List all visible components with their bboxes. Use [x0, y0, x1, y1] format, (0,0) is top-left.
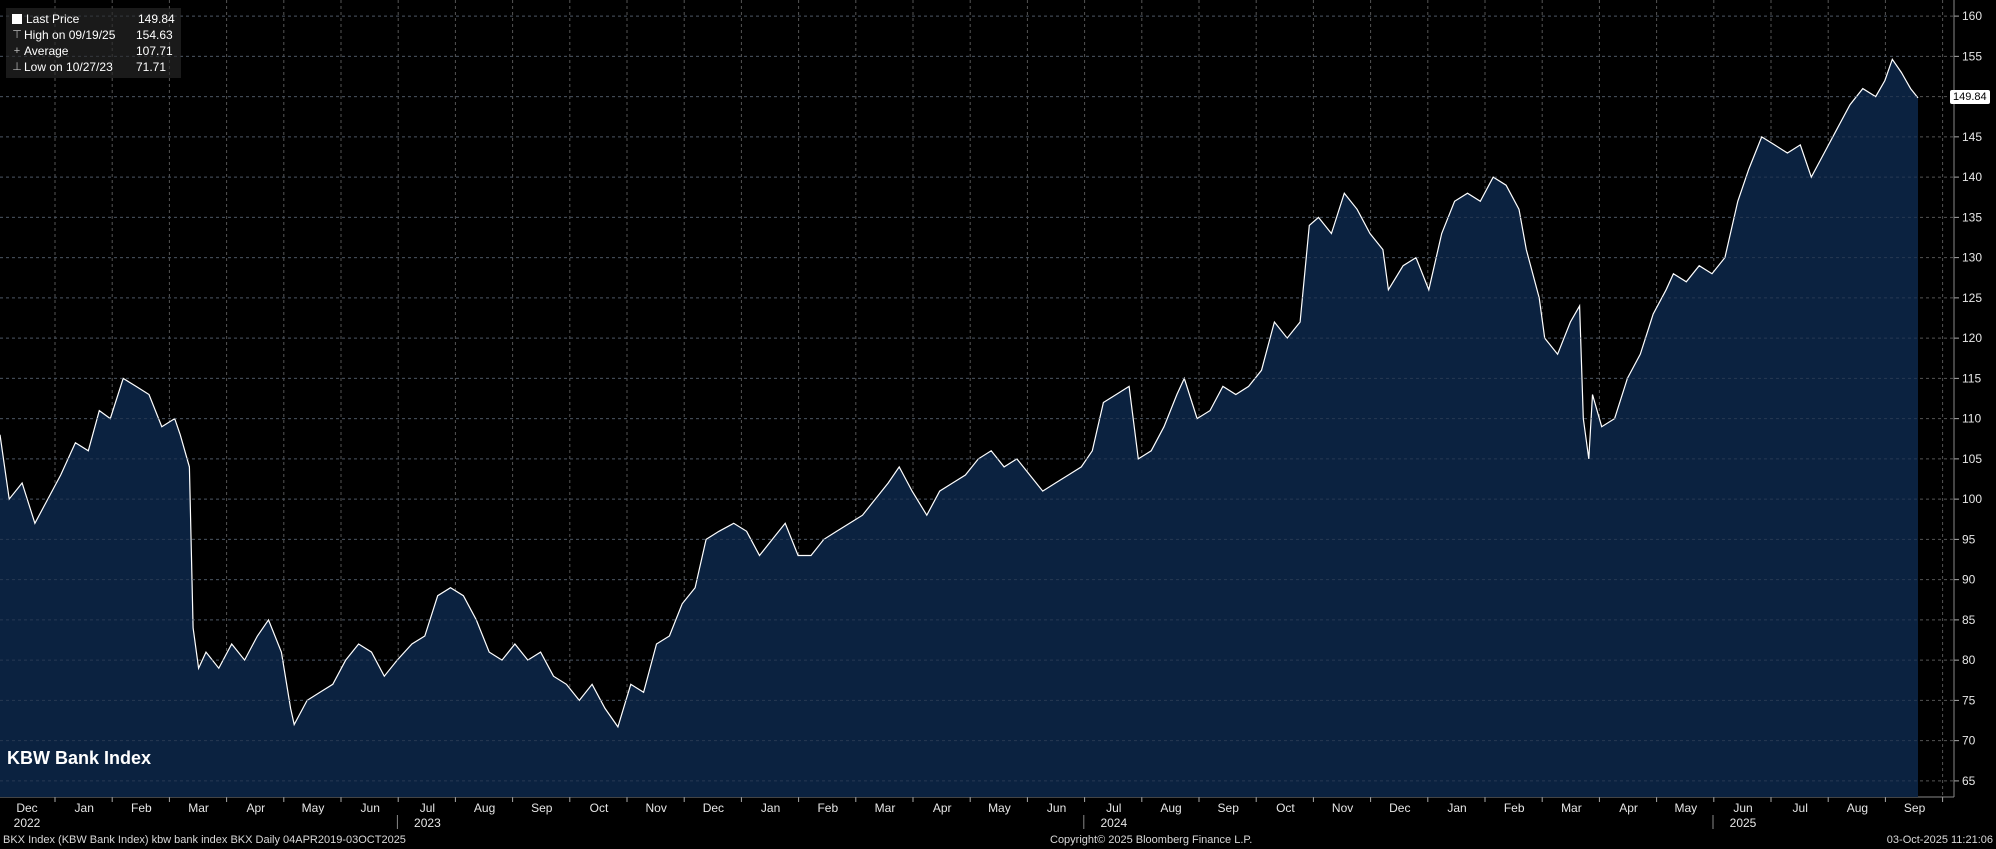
x-tick-label: May	[302, 801, 325, 815]
average-marker-icon: +	[13, 45, 21, 57]
legend-item-high: ⊤ High on 09/19/25 154.63	[10, 27, 175, 43]
y-tick-label: 90	[1962, 573, 1976, 587]
x-tick-label: Feb	[1504, 801, 1525, 815]
series-line-last-price	[0, 57, 1919, 729]
x-tick-label: Dec	[703, 801, 724, 815]
y-tick-label: 100	[1962, 492, 1982, 506]
x-tick-label: Apr	[246, 801, 265, 815]
x-tick-label: Jun	[361, 801, 380, 815]
y-tick-label: 75	[1962, 693, 1976, 707]
footer-copyright: Copyright© 2025 Bloomberg Finance L.P.	[1050, 834, 1253, 846]
legend-value: 149.84	[138, 12, 175, 26]
x-tick-label: Jan	[761, 801, 780, 815]
y-tick-label: 140	[1962, 170, 1982, 184]
legend-item-average: + Average 107.71	[10, 43, 175, 59]
legend-value: 154.63	[136, 28, 173, 42]
x-tick-label: May	[988, 801, 1011, 815]
x-tick-label: Jun	[1047, 801, 1066, 815]
high-marker-icon: ⊤	[12, 29, 22, 41]
y-tick-label: 125	[1962, 291, 1982, 305]
year-label: 2023	[414, 816, 441, 830]
x-tick-label: Mar	[875, 801, 896, 815]
legend-value: 107.71	[136, 44, 173, 58]
legend-value: 71.71	[136, 60, 167, 74]
y-tick-label: 145	[1962, 130, 1982, 144]
footer-timestamp: 03-Oct-2025 11:21:06	[1886, 834, 1993, 846]
x-tick-label: Dec	[16, 801, 37, 815]
x-tick-label: Mar	[1561, 801, 1582, 815]
x-tick-label: Aug	[1160, 801, 1181, 815]
y-tick-label: 95	[1962, 532, 1976, 546]
x-tick-label: Oct	[1276, 801, 1295, 815]
year-label: 2022	[14, 816, 41, 830]
y-tick-label: 120	[1962, 331, 1982, 345]
y-tick-label: 65	[1962, 774, 1976, 788]
legend-label: High on 09/19/25	[24, 28, 116, 42]
x-tick-label: Sep	[1904, 801, 1926, 815]
series-title: KBW Bank Index	[7, 748, 152, 768]
y-tick-label: 155	[1962, 49, 1982, 63]
x-tick-label: Jul	[1106, 801, 1121, 815]
x-tick-label: Sep	[531, 801, 553, 815]
y-tick-label: 70	[1962, 734, 1976, 748]
y-tick-label: 115	[1962, 371, 1981, 385]
x-tick-label: Aug	[1847, 801, 1868, 815]
y-tick-label: 160	[1962, 9, 1982, 23]
legend-label: Average	[24, 44, 69, 58]
x-tick-label: Sep	[1218, 801, 1240, 815]
year-label: 2025	[1730, 816, 1757, 830]
low-marker-icon: ⊥	[12, 61, 22, 73]
legend-label: Last Price	[26, 12, 80, 26]
x-tick-label: Aug	[474, 801, 495, 815]
y-tick-label: 80	[1962, 653, 1976, 667]
y-tick-label: 110	[1962, 412, 1981, 426]
x-tick-label: Oct	[590, 801, 609, 815]
x-tick-label: Nov	[646, 801, 667, 815]
x-tick-label: Dec	[1389, 801, 1410, 815]
x-tick-label: Jul	[1793, 801, 1808, 815]
legend-label: Low on 10/27/23	[24, 60, 113, 74]
legend: Last Price 149.84 ⊤ High on 09/19/25 154…	[6, 8, 181, 78]
y-tick-label: 130	[1962, 251, 1982, 265]
x-tick-label: Jul	[420, 801, 435, 815]
x-tick-label: Apr	[1619, 801, 1638, 815]
legend-item-low: ⊥ Low on 10/27/23 71.71	[10, 59, 175, 75]
y-tick-label: 85	[1962, 613, 1976, 627]
x-tick-label: Feb	[817, 801, 838, 815]
x-tick-label: Jan	[75, 801, 94, 815]
x-tick-label: Nov	[1332, 801, 1353, 815]
x-tick-label: Jun	[1733, 801, 1752, 815]
square-marker-icon	[12, 14, 22, 24]
legend-item-last-price: Last Price 149.84	[10, 11, 175, 27]
footer-security-info: BKX Index (KBW Bank Index) kbw bank inde…	[3, 834, 406, 846]
x-tick-label: May	[1674, 801, 1697, 815]
y-tick-label: 135	[1962, 210, 1982, 224]
x-tick-label: Mar	[188, 801, 209, 815]
x-tick-label: Apr	[933, 801, 952, 815]
y-tick-label: 105	[1962, 452, 1982, 466]
x-tick-label: Jan	[1447, 801, 1466, 815]
x-tick-label: Feb	[131, 801, 152, 815]
series-area-fill	[0, 59, 1918, 798]
year-label: 2024	[1100, 816, 1127, 830]
last-price-tag: 149.84	[1950, 89, 1990, 104]
